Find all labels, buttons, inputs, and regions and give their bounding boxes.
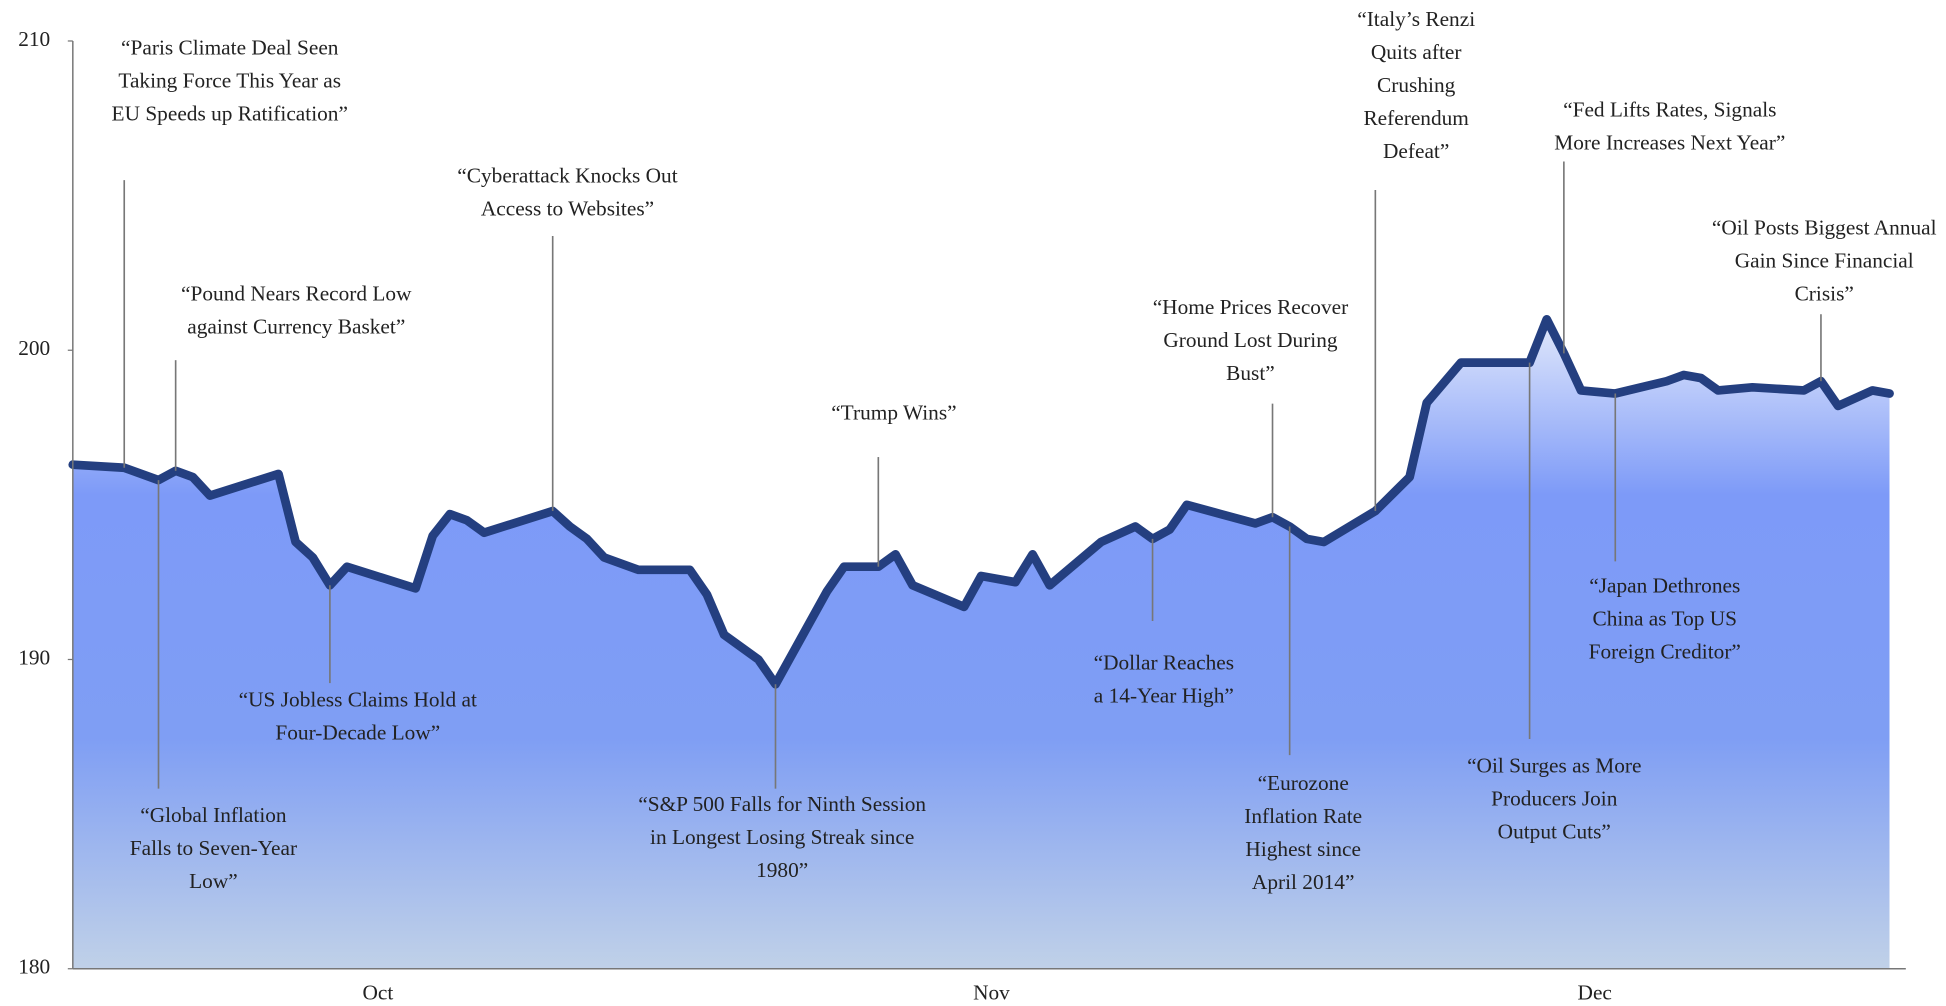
annotation-text: Referendum — [1363, 106, 1469, 130]
annotation-text: “Home Prices Recover — [1153, 295, 1348, 319]
annotation-text: in Longest Losing Streak since — [650, 825, 914, 849]
annotation-text: “Pound Nears Record Low — [181, 282, 412, 306]
annotation-text: More Increases Next Year” — [1554, 131, 1785, 155]
annotation-text: Bust” — [1226, 361, 1275, 385]
annotation-text: against Currency Basket” — [187, 315, 405, 339]
annotation-text: April 2014” — [1252, 870, 1355, 894]
annotation-text: Ground Lost During — [1163, 328, 1338, 352]
x-tick-label: Oct — [362, 981, 393, 1005]
x-tick-label: Dec — [1578, 981, 1612, 1005]
annotation-text: Gain Since Financial — [1735, 249, 1914, 273]
annotation-text: Quits after — [1371, 40, 1462, 64]
annotation-text: Defeat” — [1383, 139, 1449, 163]
y-tick-label: 190 — [18, 645, 50, 669]
annotation-text: “Dollar Reaches — [1094, 650, 1234, 674]
annotation-text: China as Top US — [1593, 606, 1737, 630]
annotation-text: Output Cuts” — [1498, 820, 1611, 844]
annotation-text: Taking Force This Year as — [118, 69, 341, 93]
annotation-text: a 14-Year High” — [1094, 683, 1234, 707]
annotation-text: Crushing — [1377, 73, 1456, 97]
annotation-text: Four-Decade Low” — [275, 721, 440, 745]
area — [72, 319, 1890, 969]
annotation-text: “Paris Climate Deal Seen — [121, 36, 339, 60]
annotation-text: “Global Inflation — [140, 803, 287, 827]
annotation-text: “Fed Lifts Rates, Signals — [1563, 98, 1776, 122]
annotation-text: “Eurozone — [1258, 771, 1349, 795]
y-tick-label: 200 — [18, 336, 50, 360]
annotation-text: “Italy’s Renzi — [1357, 7, 1475, 31]
annotation-text: “Japan Dethrones — [1589, 573, 1740, 597]
annotation-text: Low” — [189, 869, 238, 893]
annotation-text: Access to Websites” — [481, 197, 654, 221]
annotation-text: “Cyberattack Knocks Out — [457, 164, 677, 188]
annotation-text: Producers Join — [1491, 787, 1618, 811]
annotation-text: Crisis” — [1795, 282, 1854, 306]
annotation-text: Falls to Seven-Year — [130, 836, 297, 860]
y-tick-label: 210 — [18, 27, 50, 51]
annotation-text: “S&P 500 Falls for Ninth Session — [638, 792, 926, 816]
annotation-text: “US Jobless Claims Hold at — [239, 688, 477, 712]
annotation-text: “Trump Wins” — [831, 401, 956, 425]
annotation-text: Highest since — [1245, 837, 1361, 861]
annotation-text: 1980” — [756, 858, 808, 882]
annotation-text: “Oil Posts Biggest Annual — [1712, 216, 1937, 240]
line — [68, 314, 1894, 689]
x-tick-label: Nov — [973, 981, 1010, 1005]
annotation-text: Inflation Rate — [1244, 804, 1362, 828]
annotation-text: “Oil Surges as More — [1467, 753, 1641, 777]
y-tick-label: 180 — [18, 955, 50, 979]
annotation-text: EU Speeds up Ratification” — [112, 102, 348, 126]
annotation-text: Foreign Creditor” — [1589, 639, 1741, 663]
